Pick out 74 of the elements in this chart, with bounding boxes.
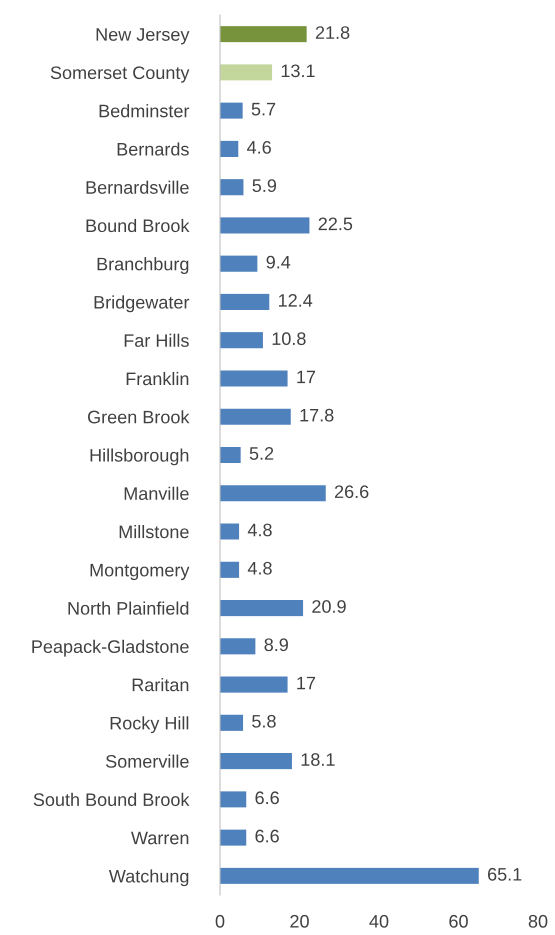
bar bbox=[220, 830, 246, 846]
data-label: 5.9 bbox=[252, 179, 276, 192]
data-label: 4.6 bbox=[247, 140, 271, 154]
y-tick-label: Warren bbox=[131, 832, 188, 844]
data-label: 17 bbox=[297, 676, 316, 690]
y-tick-label: South Bound Brook bbox=[34, 792, 190, 806]
bar bbox=[220, 408, 291, 425]
bar bbox=[220, 294, 270, 310]
data-label: 17 bbox=[297, 370, 316, 384]
data-label: 20.9 bbox=[312, 600, 346, 613]
data-label: 22.5 bbox=[318, 217, 352, 230]
data-label: 4.8 bbox=[248, 562, 272, 575]
bar bbox=[220, 562, 240, 578]
x-tick-label: 20 bbox=[290, 914, 309, 928]
data-label: 12.4 bbox=[279, 294, 312, 307]
y-tick-label: Peapack-Gladstone bbox=[32, 640, 189, 657]
data-label: 9.4 bbox=[266, 256, 290, 269]
y-tick-label: Somerville bbox=[106, 754, 189, 768]
bar bbox=[220, 868, 479, 884]
x-tick-label: 40 bbox=[369, 914, 388, 928]
y-tick-label: Montgomery bbox=[90, 564, 190, 580]
data-label: 17.8 bbox=[300, 408, 334, 422]
data-label: 5.2 bbox=[250, 447, 274, 460]
y-tick-label: New Jersey bbox=[96, 28, 190, 44]
y-tick-label: Green Brook bbox=[88, 410, 190, 424]
data-label: 21.8 bbox=[316, 26, 350, 39]
bar bbox=[220, 446, 241, 464]
bar bbox=[220, 638, 256, 654]
bar bbox=[220, 523, 240, 540]
bar bbox=[220, 676, 288, 693]
y-tick-label: Millstone bbox=[120, 524, 189, 538]
y-tick-label: Bridgewater bbox=[94, 295, 190, 312]
y-tick-label: Bernardsville bbox=[86, 180, 189, 194]
y-tick-label: Watchung bbox=[108, 869, 188, 886]
bar bbox=[220, 714, 244, 731]
x-tick-label: 80 bbox=[528, 914, 548, 928]
bar bbox=[220, 217, 310, 234]
y-tick-label: Far Hills bbox=[124, 334, 189, 347]
data-label: 13.1 bbox=[282, 64, 315, 78]
bar bbox=[220, 140, 238, 157]
y-tick-label: Bound Brook bbox=[86, 218, 190, 232]
bar bbox=[220, 102, 243, 119]
bar bbox=[220, 370, 288, 387]
data-label: 5.7 bbox=[252, 102, 276, 116]
data-label: 4.8 bbox=[248, 524, 272, 536]
bar bbox=[220, 64, 272, 80]
data-label: 6.6 bbox=[255, 791, 279, 804]
bar bbox=[220, 332, 263, 348]
y-tick-label: Somerset County bbox=[50, 66, 190, 83]
x-tick-label: 60 bbox=[449, 914, 468, 928]
bar bbox=[220, 753, 292, 770]
data-label: 18.1 bbox=[302, 753, 335, 766]
y-tick-label: Bedminster bbox=[100, 104, 190, 118]
data-label: 6.6 bbox=[255, 830, 279, 842]
bar bbox=[220, 26, 307, 42]
y-tick-label: Raritan bbox=[132, 678, 188, 692]
data-label: 65.1 bbox=[488, 868, 522, 881]
y-tick-label: Hillsborough bbox=[90, 448, 188, 466]
bar bbox=[220, 179, 244, 196]
y-tick-label: Bernards bbox=[118, 142, 189, 156]
data-label: 26.6 bbox=[334, 485, 368, 498]
data-label: 5.8 bbox=[252, 714, 276, 728]
y-tick-label: Rocky Hill bbox=[110, 716, 188, 734]
bar bbox=[220, 256, 258, 272]
bar bbox=[220, 791, 246, 808]
bar bbox=[220, 600, 304, 616]
x-tick-label: 0 bbox=[216, 914, 224, 928]
y-tick-label: North Plainfield bbox=[68, 602, 188, 615]
y-tick-label: Manville bbox=[124, 486, 189, 500]
y-tick-label: Franklin bbox=[126, 372, 188, 386]
bar bbox=[220, 485, 326, 502]
y-tick-label: Branchburg bbox=[98, 257, 188, 274]
data-label: 10.8 bbox=[272, 332, 306, 346]
data-label: 8.9 bbox=[264, 638, 288, 652]
